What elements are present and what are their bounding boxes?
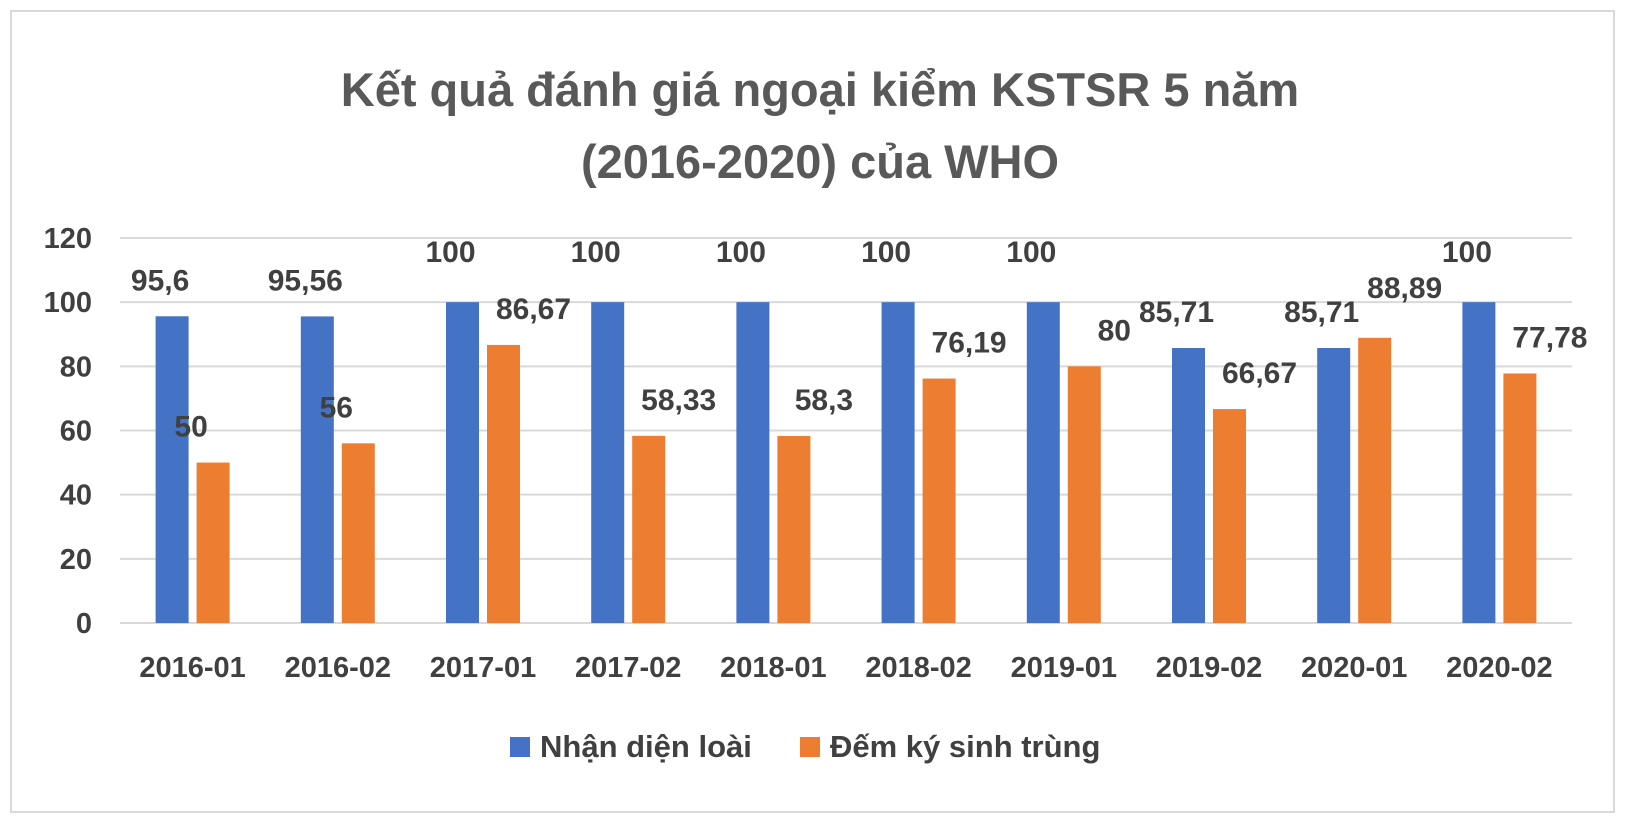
bar-nhan-dien-loai — [1462, 302, 1496, 623]
y-tick-label: 60 — [60, 416, 92, 448]
y-tick-label: 0 — [76, 608, 92, 640]
bar-dem-ky-sinh-trung — [1213, 409, 1246, 623]
bar-nhan-dien-loai — [155, 316, 189, 623]
data-label: 66,67 — [1222, 357, 1297, 390]
legend-swatch — [510, 737, 530, 757]
x-tick-label: 2020-02 — [1446, 652, 1552, 684]
x-tick-label: 2017-02 — [575, 652, 681, 684]
legend-label: Đếm ký sinh trùng — [830, 729, 1100, 764]
y-tick-label: 40 — [60, 480, 92, 512]
x-tick-label: 2019-02 — [1156, 652, 1262, 684]
x-axis-ticks: 2016-01 2016-02 2017-01 2017-02 2018-01 2018-… — [139, 652, 1552, 684]
data-label: 95,6 — [131, 264, 189, 297]
bar-nhan-dien-loai — [736, 302, 770, 623]
data-label: 100 — [1006, 236, 1056, 269]
bar-dem-ky-sinh-trung — [1503, 373, 1537, 623]
y-axis-ticks: 0 20 40 60 80 100 120 — [44, 223, 92, 640]
data-label: 50 — [174, 411, 207, 444]
data-label: 86,67 — [496, 293, 571, 326]
bar-nhan-dien-loai — [300, 316, 334, 623]
bar-nhan-dien-loai — [1172, 348, 1205, 623]
bar-dem-ky-sinh-trung — [196, 462, 230, 623]
data-label: 76,19 — [932, 327, 1007, 360]
data-label: 100 — [425, 236, 475, 269]
data-label: 100 — [1442, 236, 1492, 269]
legend[interactable]: Nhận diện loài Đếm ký sinh trùng — [510, 729, 1100, 764]
bar-dem-ky-sinh-trung — [632, 435, 666, 623]
bar-nhan-dien-loai — [1026, 302, 1060, 623]
data-label: 85,71 — [1284, 296, 1359, 329]
bar-nhan-dien-loai — [881, 302, 915, 623]
bar-nhan-dien-loai — [446, 302, 479, 623]
y-tick-label: 120 — [44, 223, 92, 255]
bar-dem-ky-sinh-trung — [487, 344, 520, 623]
data-label: 100 — [716, 236, 766, 269]
x-tick-label: 2016-01 — [139, 652, 245, 684]
bar-dem-ky-sinh-trung — [922, 378, 956, 623]
bar-dem-ky-sinh-trung — [1358, 337, 1392, 623]
bars — [155, 302, 1537, 623]
x-tick-label: 2017-01 — [430, 652, 536, 684]
data-label: 77,78 — [1512, 321, 1587, 354]
y-tick-label: 20 — [60, 544, 92, 576]
bar-dem-ky-sinh-trung — [341, 443, 375, 623]
data-label: 100 — [571, 236, 621, 269]
x-tick-label: 2018-01 — [720, 652, 826, 684]
x-tick-label: 2019-01 — [1011, 652, 1117, 684]
legend-label: Nhận diện loài — [540, 729, 752, 764]
bar-dem-ky-sinh-trung — [777, 435, 811, 623]
data-label: 95,56 — [268, 264, 343, 297]
bar-nhan-dien-loai — [1317, 348, 1351, 623]
data-label: 80 — [1098, 314, 1131, 347]
data-label: 85,71 — [1139, 296, 1214, 329]
legend-swatch — [800, 737, 820, 757]
x-tick-label: 2020-01 — [1301, 652, 1407, 684]
data-label: 58,3 — [795, 384, 853, 417]
data-labels: 95,65095,565610086,6710058,3310058,31007… — [131, 236, 1588, 443]
bar-nhan-dien-loai — [591, 302, 625, 623]
data-label: 58,33 — [641, 384, 716, 417]
chart-title: Kết quả đánh giá ngoại kiểm KSTSR 5 năm — [341, 63, 1299, 116]
bar-dem-ky-sinh-trung — [1067, 366, 1101, 623]
x-tick-label: 2016-02 — [285, 652, 391, 684]
y-tick-label: 80 — [60, 351, 92, 383]
data-label: 88,89 — [1367, 272, 1442, 305]
chart-subtitle: (2016-2020) của WHO — [581, 135, 1059, 188]
data-label: 100 — [861, 236, 911, 269]
data-label: 56 — [320, 391, 353, 424]
x-tick-label: 2018-02 — [865, 652, 971, 684]
y-tick-label: 100 — [44, 287, 92, 319]
